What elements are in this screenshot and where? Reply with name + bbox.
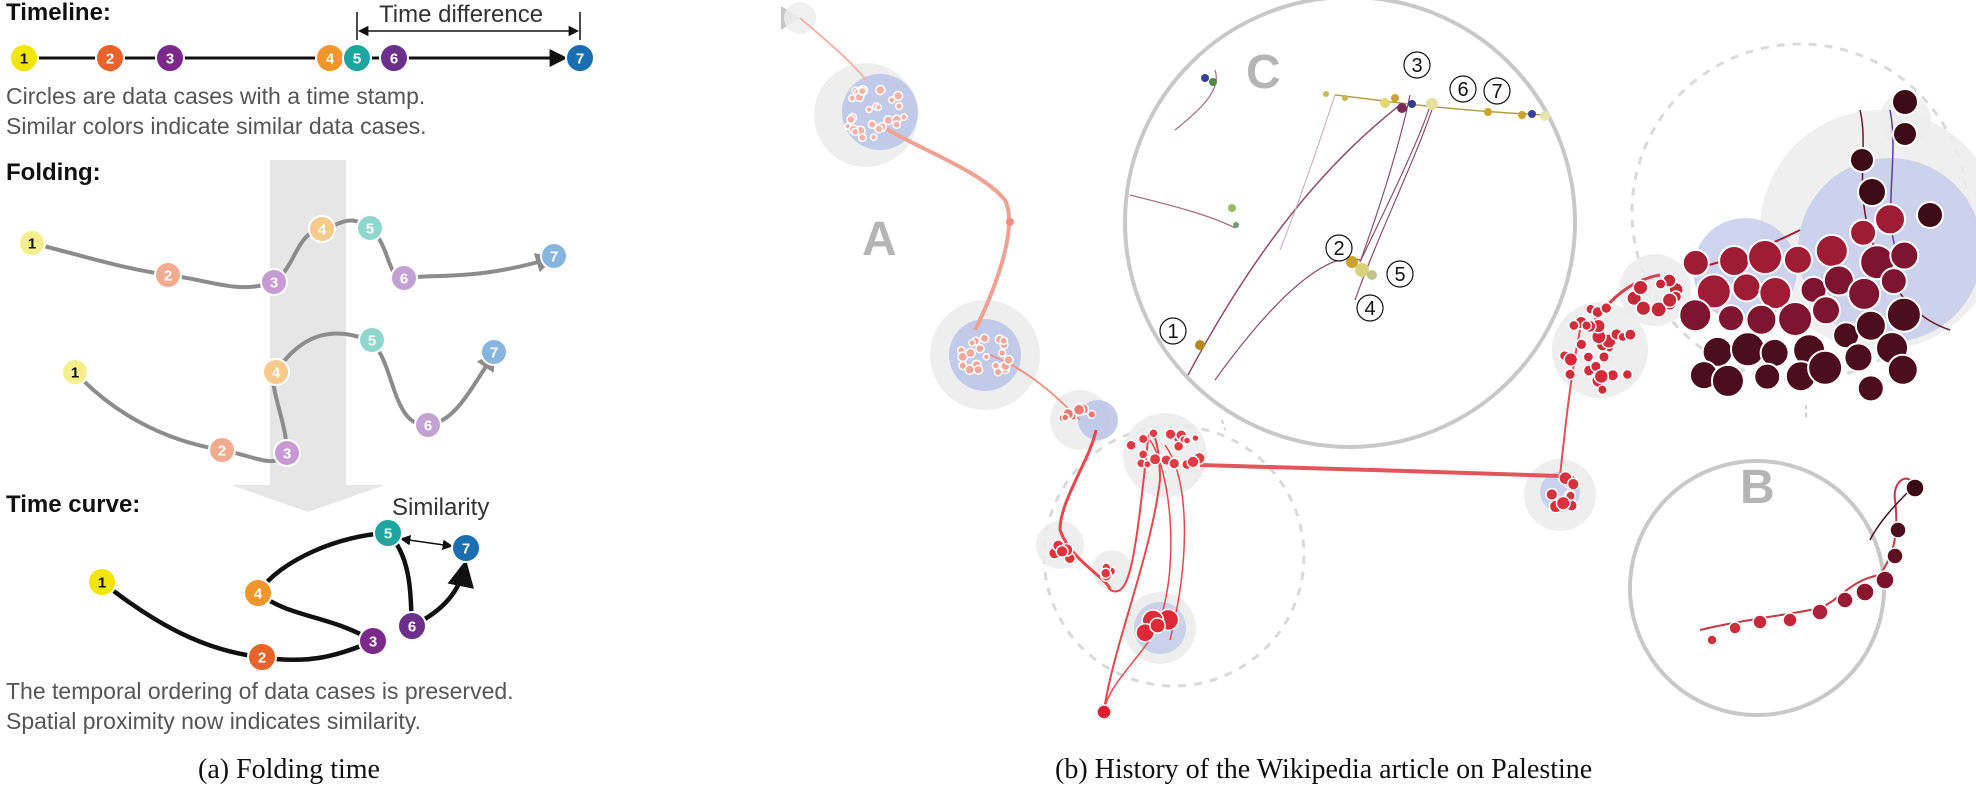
zoom-c-order-label-3: 3	[1403, 51, 1431, 79]
timecurve-node-1: 1	[87, 567, 117, 597]
timeline-node-6: 6	[379, 43, 409, 73]
timeline-node-3: 3	[155, 43, 185, 73]
svg-text:6: 6	[1457, 79, 1468, 101]
svg-text:1: 1	[28, 236, 36, 253]
svg-text:6: 6	[390, 51, 398, 68]
svg-text:3: 3	[270, 275, 278, 292]
svg-text:2: 2	[258, 650, 266, 667]
timeline-description-2: Similar colors indicate similar data cas…	[6, 113, 427, 139]
zoom-c-order-label-7: 7	[1483, 77, 1511, 105]
revision-dots	[844, 84, 1944, 720]
zoom-letter-a: A	[862, 213, 897, 266]
timeline-node-5: 5	[342, 43, 372, 73]
svg-text:1: 1	[1167, 321, 1178, 343]
svg-text:5: 5	[1394, 264, 1405, 286]
svg-text:2: 2	[164, 268, 172, 285]
timecurve-node-5: 5	[373, 518, 403, 548]
svg-text:2: 2	[1333, 238, 1344, 260]
folding1-node-5: 5	[356, 214, 384, 242]
folding1-node-2: 2	[154, 261, 182, 289]
svg-text:7: 7	[550, 249, 558, 266]
zoom-inset-b	[1628, 459, 1925, 717]
timeline-description-1: Circles are data cases with a time stamp…	[6, 83, 425, 109]
timeline-node-1: 1	[9, 43, 39, 73]
zoom-c-order-label-4: 4	[1356, 294, 1384, 322]
folding2-node-3: 3	[273, 439, 301, 467]
folding-curve-1-nodes: 1 2 3 4 5 6 7	[18, 214, 568, 296]
zoom-letter-c: C	[1246, 46, 1281, 99]
folding1-node-4: 4	[308, 215, 336, 243]
timecurve-node-2: 2	[247, 642, 277, 672]
svg-text:5: 5	[353, 51, 361, 68]
svg-text:1: 1	[20, 51, 28, 68]
svg-text:4: 4	[272, 365, 281, 382]
svg-text:3: 3	[1411, 55, 1422, 77]
panel-b: A C 1 2 3 45 6 7 B (b) History of the Wikiped…	[781, 0, 1976, 785]
time-difference-label: Time difference	[379, 1, 543, 28]
zoom-letter-b: B	[1740, 461, 1775, 514]
panel-a-caption: (a) Folding time	[198, 754, 380, 785]
svg-text:6: 6	[400, 271, 408, 288]
timeline-node-2: 2	[95, 43, 125, 73]
time-curve-description-2: Spatial proximity now indicates similari…	[6, 708, 421, 734]
zoom-c-order-label-2: 2	[1325, 234, 1353, 262]
zoom-c-order-label-1: 1	[1159, 317, 1187, 345]
folding2-node-5: 5	[358, 326, 386, 354]
folding-title: Folding:	[6, 159, 101, 186]
svg-text:5: 5	[384, 526, 392, 543]
folding2-node-4: 4	[262, 358, 290, 386]
svg-text:2: 2	[106, 51, 114, 68]
time-curve-nodes: 1 2 3 4 5 6 7	[87, 518, 481, 672]
time-difference-bracket	[356, 12, 581, 40]
svg-text:7: 7	[462, 541, 470, 558]
svg-text:5: 5	[368, 333, 376, 350]
folding2-node-1: 1	[61, 358, 89, 386]
svg-text:6: 6	[424, 418, 432, 435]
zoom-c-order-label-6: 6	[1449, 75, 1477, 103]
folding1-node-6: 6	[390, 264, 418, 292]
folding2-node-6: 6	[414, 411, 442, 439]
folding1-node-3: 3	[260, 268, 288, 296]
svg-text:7: 7	[576, 51, 584, 68]
zoom-c-order-labels: 1 2 3 45 6 7	[1159, 51, 1511, 345]
zoom-inset-c	[1123, 0, 1577, 449]
svg-text:1: 1	[71, 365, 79, 382]
timeline-node-7: 7	[565, 43, 595, 73]
time-curve-title: Time curve:	[6, 491, 140, 518]
svg-text:3: 3	[369, 634, 377, 651]
svg-text:5: 5	[366, 221, 374, 238]
timeline-nodes: 1 2 3 4 5 6 7	[9, 43, 595, 73]
svg-text:1: 1	[98, 575, 106, 592]
svg-text:7: 7	[490, 345, 498, 362]
folding1-node-7: 7	[540, 242, 568, 270]
svg-text:6: 6	[408, 619, 416, 636]
svg-text:4: 4	[1364, 298, 1375, 320]
folding2-node-2: 2	[208, 436, 236, 464]
svg-text:4: 4	[326, 51, 335, 68]
similarity-label: Similarity	[392, 494, 489, 521]
timecurve-node-3: 3	[358, 626, 388, 656]
svg-text:7: 7	[1491, 81, 1502, 103]
timeline-title: Timeline:	[6, 0, 111, 26]
timecurve-node-7: 7	[451, 533, 481, 563]
folding1-node-1: 1	[18, 229, 46, 257]
folding-curve-2-nodes: 1 2 3 4 5 6 7	[61, 326, 508, 467]
timeline-node-4: 4	[315, 43, 345, 73]
svg-text:4: 4	[254, 586, 263, 603]
fold-down-arrow	[231, 160, 385, 512]
svg-text:2: 2	[218, 443, 226, 460]
panel-a: Timeline: Time difference 1 2 3 4 5 6 7 Circle…	[6, 0, 595, 785]
svg-text:3: 3	[283, 446, 291, 463]
timecurve-node-4: 4	[243, 578, 273, 608]
folding2-node-7: 7	[480, 338, 508, 366]
time-curve-description-1: The temporal ordering of data cases is p…	[6, 678, 514, 704]
similarity-arrow	[399, 534, 454, 551]
svg-text:3: 3	[166, 51, 174, 68]
timecurve-node-6: 6	[397, 611, 427, 641]
svg-text:4: 4	[318, 222, 327, 239]
zoom-c-order-label-5: 5	[1386, 260, 1414, 288]
panel-b-caption: (b) History of the Wikipedia article on …	[1055, 754, 1592, 785]
